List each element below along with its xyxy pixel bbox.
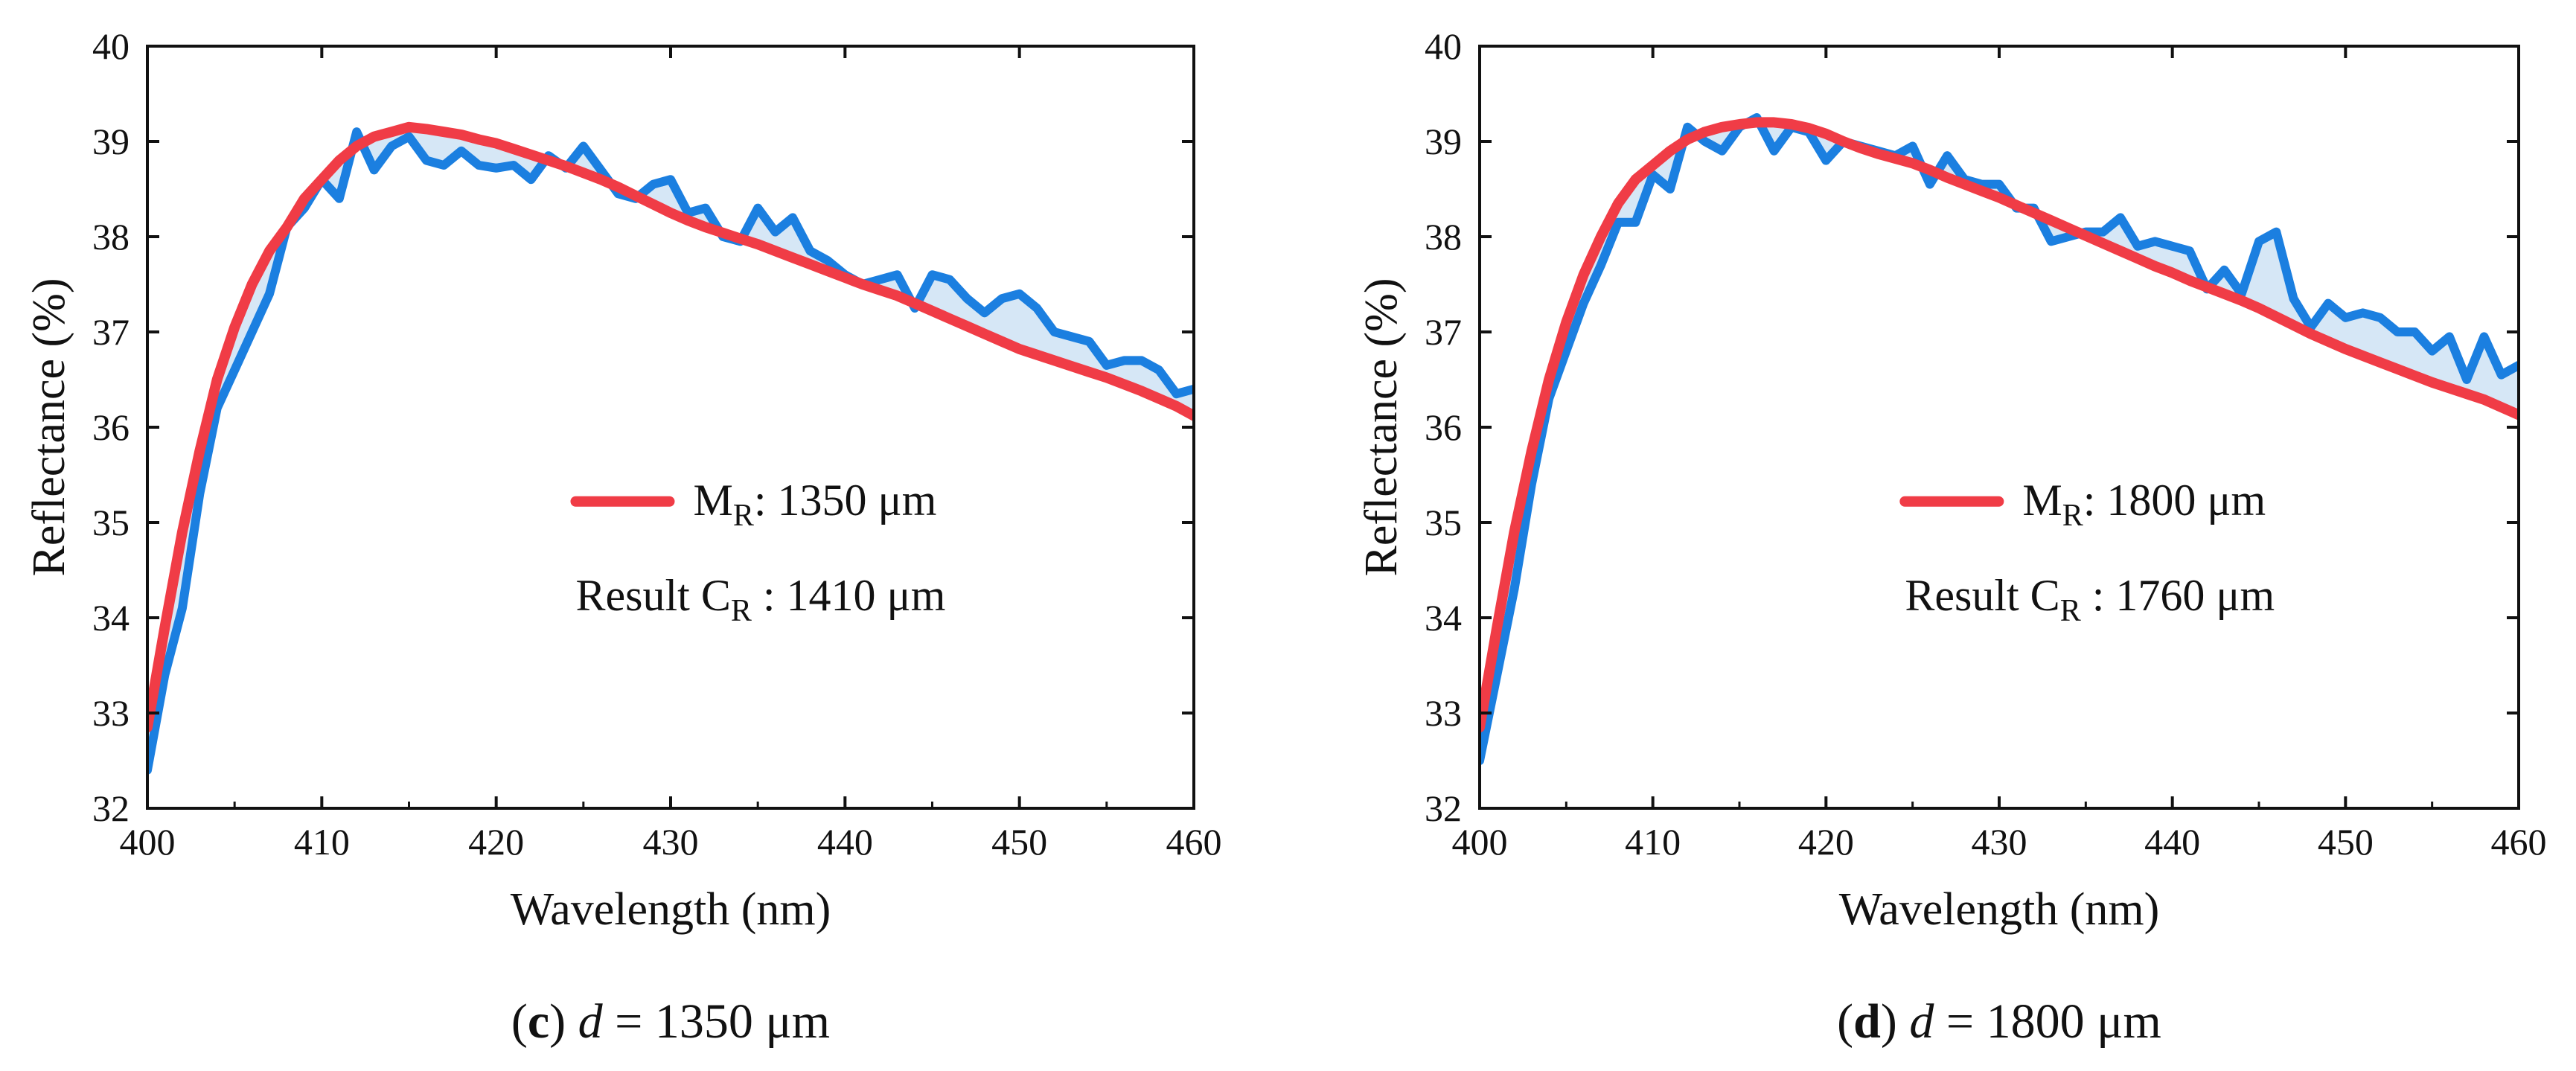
panel-caption: (d) d = 1800 μm bbox=[1837, 994, 2161, 1049]
x-axis-label: Wavelength (nm) bbox=[511, 884, 831, 935]
series-measured-line bbox=[1480, 113, 2519, 765]
x-tick-label: 420 bbox=[468, 821, 524, 863]
x-tick-label: 460 bbox=[2491, 821, 2547, 863]
y-tick-label: 37 bbox=[92, 311, 130, 353]
chart-panel-c: 400 410 420 430 440 450 460 32 33 34 35 36 37 38 39 40 W… bbox=[24, 25, 1222, 1049]
difference-fill bbox=[1480, 118, 2519, 761]
y-tick-label: 34 bbox=[92, 597, 130, 639]
y-tick-label: 34 bbox=[1425, 597, 1462, 639]
y-tick-label: 38 bbox=[1425, 216, 1462, 258]
y-tick-label: 38 bbox=[92, 216, 130, 258]
x-tick-label: 400 bbox=[120, 821, 176, 863]
legend-model-label: MR: 1350 μm bbox=[693, 476, 936, 533]
panel-caption: (c) d = 1350 μm bbox=[511, 994, 830, 1049]
y-tick-label: 35 bbox=[92, 502, 130, 543]
y-tick-label: 35 bbox=[1425, 502, 1462, 543]
x-tick-label: 440 bbox=[2144, 821, 2200, 863]
y-axis-label: Reflectance (%) bbox=[1356, 278, 1407, 576]
y-axis-label: Reflectance (%) bbox=[24, 278, 74, 576]
x-tick-label: 420 bbox=[1798, 821, 1854, 863]
chart-panel-d: 400 410 420 430 440 450 460 32 33 34 35 36 37 38 39 40 W… bbox=[1356, 25, 2547, 1049]
y-tick-label: 33 bbox=[1425, 692, 1462, 734]
x-tick-label: 460 bbox=[1166, 821, 1222, 863]
y-tick-label: 32 bbox=[1425, 787, 1462, 829]
y-tick-label: 36 bbox=[1425, 406, 1462, 448]
y-tick-label: 39 bbox=[1425, 121, 1462, 162]
series-model-line bbox=[1480, 117, 2519, 733]
series-model-line bbox=[147, 121, 1194, 733]
legend-result-label: Result CR : 1760 μm bbox=[1905, 571, 2275, 628]
x-tick-label: 400 bbox=[1452, 821, 1508, 863]
legend-result-label: Result CR : 1410 μm bbox=[575, 571, 945, 628]
legend-model-label: MR: 1800 μm bbox=[2022, 476, 2266, 533]
y-tick-label: 33 bbox=[92, 692, 130, 734]
x-tick-label: 450 bbox=[991, 821, 1047, 863]
x-tick-label: 450 bbox=[2318, 821, 2374, 863]
x-axis-label: Wavelength (nm) bbox=[1839, 884, 2160, 935]
plot-area bbox=[1480, 113, 2519, 765]
x-tick-label: 440 bbox=[817, 821, 873, 863]
plot-area bbox=[147, 121, 1194, 775]
x-tick-label: 410 bbox=[1625, 821, 1681, 863]
y-tick-label: 37 bbox=[1425, 311, 1462, 353]
x-tick-label: 410 bbox=[294, 821, 350, 863]
y-tick-label: 36 bbox=[92, 406, 130, 448]
x-tick-label: 430 bbox=[1972, 821, 2027, 863]
y-tick-label: 39 bbox=[92, 121, 130, 162]
y-tick-label: 40 bbox=[1425, 25, 1462, 67]
y-tick-label: 40 bbox=[92, 25, 130, 67]
x-tick-label: 430 bbox=[643, 821, 699, 863]
y-tick-label: 32 bbox=[92, 787, 130, 829]
difference-fill bbox=[147, 127, 1194, 770]
